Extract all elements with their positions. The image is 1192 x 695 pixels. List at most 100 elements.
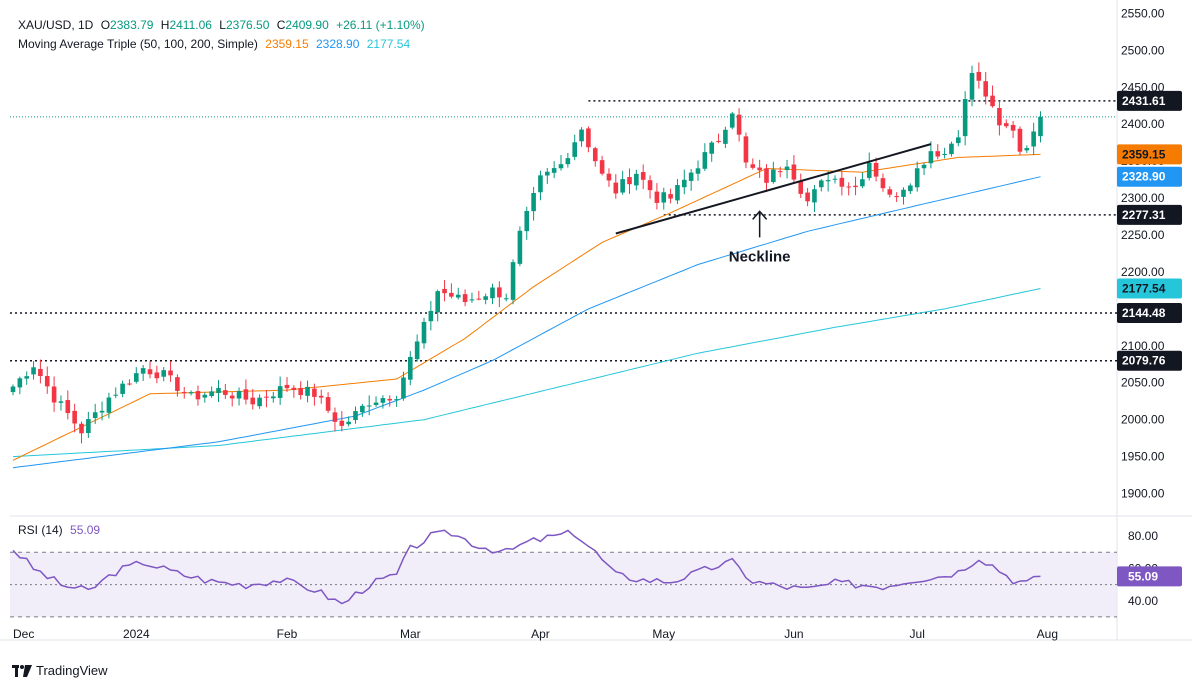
candle-body — [318, 395, 324, 398]
candle — [476, 290, 482, 301]
candle-body — [366, 405, 372, 407]
candle — [51, 376, 57, 412]
candle — [620, 170, 625, 195]
candle-body — [517, 230, 523, 264]
candle-body — [839, 177, 845, 187]
candle — [366, 395, 372, 416]
candle-body — [846, 186, 851, 188]
candle — [291, 385, 297, 398]
candle-body — [668, 194, 673, 199]
neckline-label: Neckline — [729, 248, 791, 265]
candle — [531, 186, 536, 221]
price-label-bg — [1117, 278, 1182, 299]
candle — [558, 155, 564, 171]
candle-body — [1003, 123, 1009, 127]
candle — [421, 317, 427, 349]
price-tick-label: 2000.00 — [1121, 413, 1165, 427]
price-label: 2079.76 — [1117, 350, 1182, 371]
candle-body — [647, 180, 653, 191]
candle — [599, 155, 605, 176]
candle — [819, 178, 824, 192]
candle-body — [236, 391, 242, 399]
candle-body — [654, 191, 660, 203]
price-tick-label: 2200.00 — [1121, 265, 1165, 279]
price-label-bg — [1117, 302, 1182, 323]
candle-body — [976, 71, 982, 81]
legend-open: 2383.79 — [110, 18, 154, 32]
candle — [709, 141, 714, 162]
candle — [346, 416, 351, 427]
tradingview-logo[interactable]: TradingView — [12, 663, 108, 678]
candle — [257, 394, 262, 409]
candle-body — [997, 107, 1002, 126]
candle — [181, 386, 187, 399]
candle — [277, 376, 283, 405]
ma200-line — [12, 288, 1041, 458]
candle — [428, 300, 434, 331]
rsi-value-bg — [1117, 566, 1182, 587]
candle-body — [627, 177, 632, 185]
legend-low-label: L — [219, 18, 226, 32]
price-label-bg — [1117, 204, 1182, 225]
candle-body — [784, 166, 790, 171]
candle-body — [380, 398, 386, 403]
candle — [339, 411, 345, 432]
candle — [654, 183, 660, 210]
candle — [195, 385, 201, 406]
candle — [462, 289, 468, 307]
price-tick-label: 2450.00 — [1121, 80, 1165, 94]
candle-body — [805, 192, 810, 202]
price-label-text: 2328.90 — [1122, 170, 1166, 184]
candle-body — [634, 173, 639, 186]
candle — [962, 91, 968, 146]
candle — [1031, 122, 1036, 156]
candle — [551, 161, 557, 179]
candle — [353, 406, 358, 424]
candle-body — [113, 394, 119, 396]
candle — [839, 171, 845, 196]
candle — [106, 392, 112, 419]
candle-body — [469, 299, 475, 301]
candle — [784, 159, 790, 179]
candle-body — [757, 167, 762, 171]
candle — [586, 126, 591, 153]
candle — [99, 401, 105, 421]
candle-body — [168, 370, 173, 376]
price-label-text: 2177.54 — [1122, 282, 1166, 296]
candle-body — [545, 171, 550, 176]
candle — [640, 164, 646, 189]
candle — [202, 392, 208, 403]
legend-ma: Moving Average Triple (50, 100, 200, Sim… — [18, 37, 414, 51]
candle — [606, 168, 612, 187]
candle-body — [688, 172, 694, 181]
candle — [805, 188, 810, 207]
candle-body — [387, 398, 393, 401]
candle-body — [599, 160, 605, 174]
time-tick-label: Jul — [910, 627, 925, 641]
candle — [935, 144, 941, 160]
candle — [79, 421, 84, 444]
candle — [846, 182, 851, 196]
candle-body — [106, 397, 112, 413]
candle-body — [455, 294, 461, 298]
rsi-line — [12, 529, 1041, 605]
candle — [736, 108, 742, 142]
candle — [825, 171, 831, 192]
price-label-bg — [1117, 166, 1182, 187]
candle-body — [716, 140, 721, 142]
candle-body — [1017, 128, 1023, 152]
candle-body — [51, 386, 57, 403]
candle-body — [127, 383, 132, 385]
candle — [229, 392, 235, 407]
legend-ma100: 2328.90 — [316, 37, 360, 51]
candle-body — [449, 292, 454, 297]
candle-body — [743, 136, 749, 163]
candle-body — [65, 400, 71, 414]
candle — [716, 133, 721, 144]
candle — [873, 157, 879, 182]
candle-body — [435, 291, 440, 313]
time-tick-label: Dec — [13, 627, 34, 641]
candle-body — [79, 423, 84, 434]
